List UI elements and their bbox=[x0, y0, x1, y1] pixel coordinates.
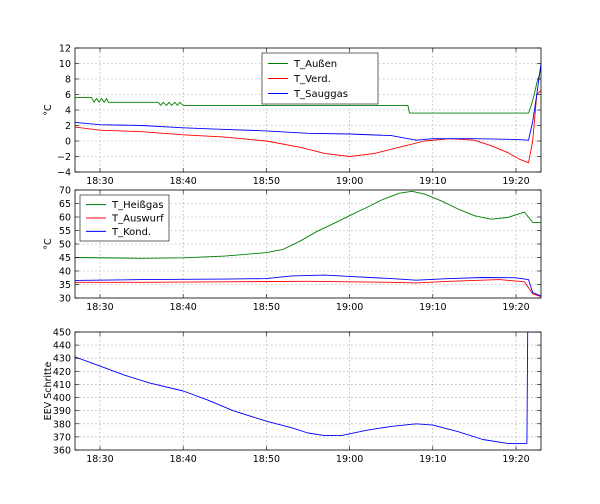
x-tick-label: 18:40 bbox=[169, 176, 196, 187]
series-line-t-verd- bbox=[75, 90, 541, 164]
x-tick-label: 18:40 bbox=[169, 454, 196, 465]
legend: T_Außen T_Verd. T_Sauggas bbox=[261, 52, 379, 105]
y-tick-label: 40 bbox=[59, 267, 71, 278]
x-tick-label: 19:20 bbox=[502, 176, 529, 187]
y-tick-label: 4 bbox=[65, 106, 71, 117]
y-tick-label: 440 bbox=[53, 341, 71, 352]
x-tick-label: 19:20 bbox=[502, 454, 529, 465]
legend-label: T_Sauggas bbox=[293, 89, 348, 100]
legend: T_Heißgas T_Auswurf T_Kond. bbox=[79, 194, 170, 242]
legend-label: T_Außen bbox=[293, 59, 337, 70]
x-tick-label: 18:50 bbox=[253, 454, 280, 465]
y-tick-label: 360 bbox=[53, 446, 71, 457]
axes-frame bbox=[74, 331, 542, 451]
y-tick-label: 8 bbox=[65, 75, 71, 86]
y-axis-label: °C bbox=[43, 238, 54, 250]
y-tick-label: 50 bbox=[59, 240, 71, 251]
x-tick-label: 19:10 bbox=[419, 454, 446, 465]
x-tick-label: 18:50 bbox=[253, 302, 280, 313]
y-tick-label: 12 bbox=[59, 44, 71, 55]
y-tick-label: 430 bbox=[53, 354, 71, 365]
legend-label: T_Auswurf bbox=[111, 214, 164, 225]
y-tick-label: 390 bbox=[53, 406, 71, 417]
subplot-1: −4 −2 0 2 4 6 8 10 12 18:30 18:40 18:50 19:00 19:10 19… bbox=[43, 44, 542, 187]
y-tick-label: 420 bbox=[53, 367, 71, 378]
y-tick-label: 400 bbox=[53, 393, 71, 404]
x-tick-label: 19:00 bbox=[336, 176, 363, 187]
y-tick-label: 60 bbox=[59, 213, 71, 224]
x-tick-label: 18:40 bbox=[169, 302, 196, 313]
series-line-t-sauggas bbox=[75, 63, 541, 141]
y-tick-label: 2 bbox=[65, 121, 71, 132]
y-tick-label: 55 bbox=[59, 226, 71, 237]
series-line-t-kond- bbox=[75, 274, 541, 297]
y-tick-label: −2 bbox=[57, 152, 71, 163]
y-tick-label: 65 bbox=[59, 199, 71, 210]
x-tick-label: 19:20 bbox=[502, 302, 529, 313]
x-tick-label: 19:00 bbox=[336, 454, 363, 465]
y-axis-label: °C bbox=[43, 104, 54, 116]
y-axis-label: EEV Schritte bbox=[43, 362, 54, 421]
x-tick-label: 18:30 bbox=[86, 176, 113, 187]
y-tick-label: 6 bbox=[65, 90, 71, 101]
series-line-t-au-en bbox=[75, 67, 541, 114]
x-tick-label: 19:00 bbox=[336, 302, 363, 313]
y-tick-label: 45 bbox=[59, 253, 71, 264]
y-tick-label: 0 bbox=[65, 137, 71, 148]
legend-label: T_Heißgas bbox=[111, 200, 164, 211]
y-tick-label: 410 bbox=[53, 380, 71, 391]
legend-label: T_Verd. bbox=[293, 74, 331, 85]
y-tick-label: 70 bbox=[59, 186, 71, 197]
series-line-3-1 bbox=[75, 332, 541, 444]
y-tick-label: 35 bbox=[59, 280, 71, 291]
y-tick-label: 10 bbox=[59, 59, 71, 70]
x-tick-label: 18:30 bbox=[86, 302, 113, 313]
x-tick-label: 18:30 bbox=[86, 454, 113, 465]
y-tick-label: −4 bbox=[57, 168, 71, 179]
legend-label: T_Kond. bbox=[111, 227, 151, 238]
subplot-2: 30 35 40 45 50 55 60 65 70 18:30 18:40 18:50 19:00 19… bbox=[43, 186, 542, 313]
x-tick-label: 18:50 bbox=[253, 176, 280, 187]
x-tick-label: 19:10 bbox=[419, 302, 446, 313]
x-tick-label: 19:10 bbox=[419, 176, 446, 187]
y-tick-label: 30 bbox=[59, 294, 71, 305]
series-line-t-hei-gas bbox=[75, 190, 541, 259]
series-line-t-auswurf bbox=[75, 279, 541, 298]
y-tick-label: 380 bbox=[53, 419, 71, 430]
y-tick-label: 450 bbox=[53, 328, 71, 339]
subplot-3: 360 370 380 390 400 410 420 430 440 450 18:30 18:40… bbox=[43, 328, 542, 465]
y-tick-label: 370 bbox=[53, 432, 71, 443]
